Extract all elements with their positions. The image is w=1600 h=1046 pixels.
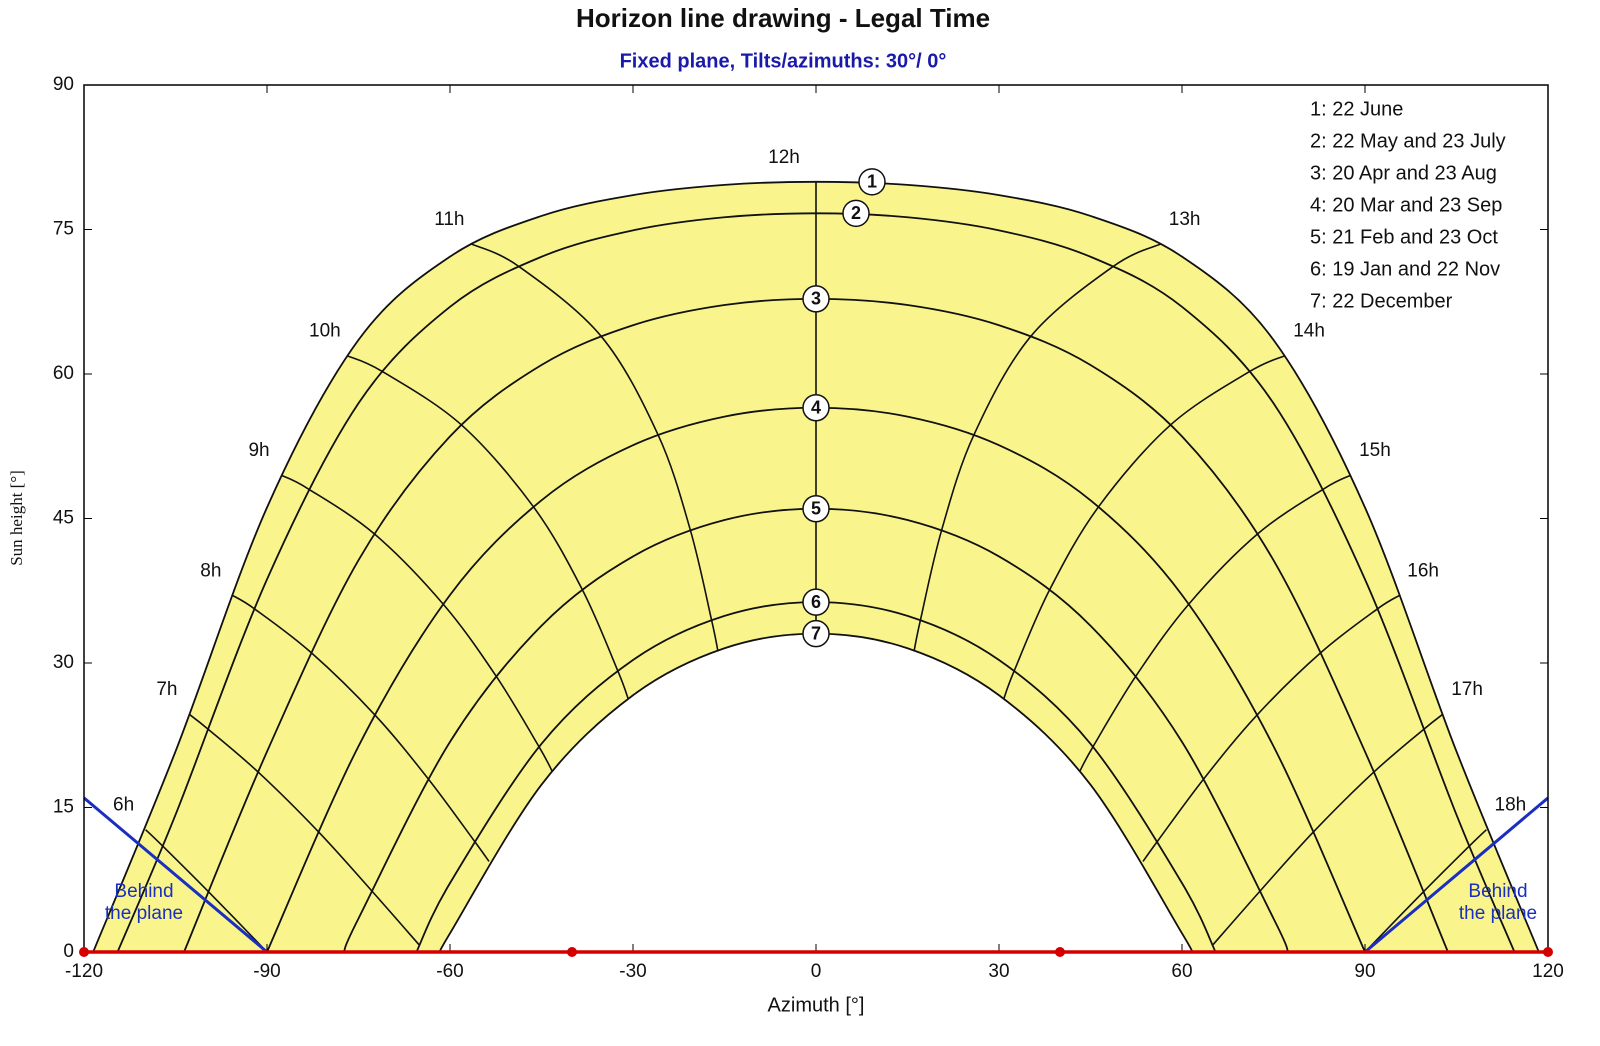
date-marker — [858, 168, 886, 196]
date-marker — [802, 495, 830, 523]
x-tick-label: -30 — [619, 961, 646, 982]
hour-line — [145, 829, 268, 952]
behind-plane-line — [1364, 796, 1548, 952]
y-tick-label: 0 — [63, 941, 74, 962]
y-tick-label: 15 — [53, 797, 74, 818]
legend-entry: 3: 20 Apr and 23 Aug — [1310, 162, 1497, 184]
behind-plane-line — [84, 796, 268, 952]
x-tick-label: 90 — [1354, 961, 1375, 982]
behind-plane-label: the plane — [105, 903, 183, 924]
legend-entry: 7: 22 December — [1310, 290, 1453, 312]
date-marker-label: 7 — [811, 623, 821, 643]
chart-title: Horizon line drawing - Legal Time — [576, 3, 990, 33]
horizon-point — [1543, 947, 1553, 957]
y-tick-label: 60 — [53, 363, 74, 384]
y-axis-label: Sun height [°] — [7, 470, 26, 566]
hour-label: 9h — [248, 440, 269, 461]
date-marker — [842, 199, 870, 228]
x-tick-label: -60 — [436, 961, 463, 982]
legend-entry: 2: 22 May and 23 July — [1310, 130, 1506, 152]
legend-entry: 1: 22 June — [1310, 98, 1403, 120]
x-tick-label: 30 — [988, 961, 1009, 982]
hour-label: 15h — [1359, 440, 1391, 461]
x-tick-label: -90 — [253, 961, 280, 982]
hour-label: 6h — [113, 795, 134, 816]
hour-label: 16h — [1407, 561, 1439, 582]
hour-line — [1364, 829, 1487, 952]
overlay: -120 -90 -60 -30 0 30 60 90 1200153045607590Behi… — [53, 74, 1564, 982]
hour-label: 12h — [768, 147, 800, 168]
hour-label: 14h — [1293, 321, 1325, 342]
hour-label: 13h — [1169, 209, 1201, 230]
x-axis-label: Azimuth [°] — [768, 994, 865, 1016]
date-curve — [116, 212, 1516, 952]
horizon-point — [567, 947, 577, 957]
x-tick-label: 0 — [811, 961, 822, 982]
behind-plane-label: the plane — [1459, 903, 1537, 924]
legend-entry: 4: 20 Mar and 23 Sep — [1310, 194, 1502, 216]
horizon-point — [1055, 947, 1065, 957]
date-marker — [802, 393, 830, 422]
hour-label: 7h — [156, 679, 177, 700]
hour-label: 11h — [434, 209, 464, 230]
legend-entry: 5: 21 Feb and 23 Oct — [1310, 226, 1498, 248]
y-tick-label: 30 — [53, 652, 74, 673]
hour-label: 17h — [1451, 679, 1483, 700]
hour-label: 10h — [309, 321, 341, 342]
date-marker-label: 6 — [811, 592, 821, 612]
behind-plane-label: Behind — [1468, 881, 1527, 902]
date-marker — [802, 285, 830, 313]
x-tick-label: 120 — [1532, 961, 1564, 982]
y-tick-label: 45 — [53, 508, 74, 529]
hour-label: 18h — [1495, 795, 1527, 816]
date-marker-label: 3 — [811, 289, 821, 309]
date-marker — [802, 619, 830, 648]
x-tick-label: -120 — [65, 961, 103, 982]
y-tick-label: 75 — [53, 219, 74, 240]
date-marker — [802, 588, 830, 616]
date-marker-label: 4 — [811, 397, 821, 417]
date-marker-label: 1 — [867, 172, 877, 192]
chart-subtitle: Fixed plane, Tilts/azimuths: 30°/ 0° — [620, 50, 947, 72]
date-marker-label: 5 — [811, 499, 821, 519]
y-tick-label: 90 — [53, 74, 74, 95]
date-marker-label: 2 — [851, 203, 861, 223]
legend-entry: 6: 19 Jan and 22 Nov — [1310, 258, 1500, 280]
behind-plane-label: Behind — [114, 881, 173, 902]
horizon-point — [79, 947, 89, 957]
hour-label: 8h — [200, 561, 221, 582]
date-curve — [92, 180, 1540, 952]
x-tick-label: 60 — [1171, 961, 1192, 982]
